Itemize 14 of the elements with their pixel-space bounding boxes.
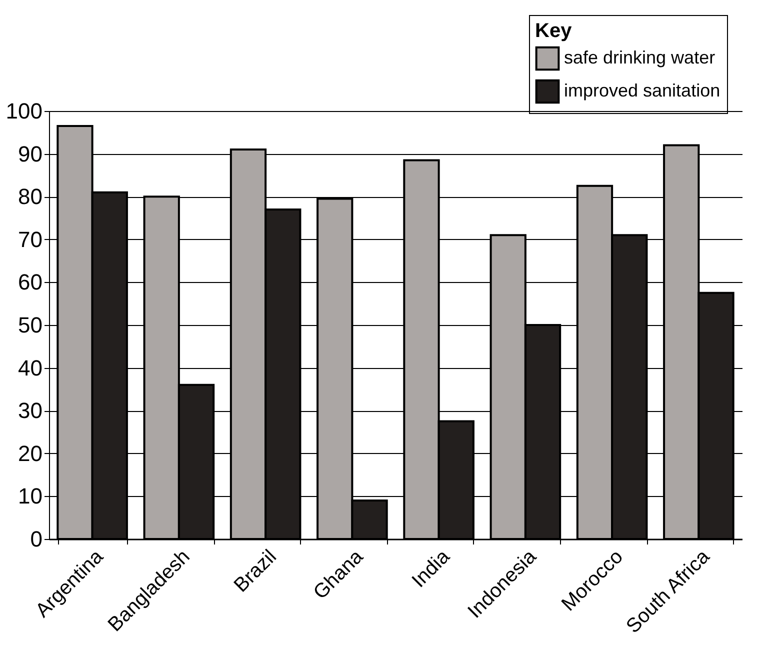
y-tick-label: 10 [18,484,42,509]
y-tick-label: 0 [30,526,42,552]
y-tick-label: 30 [18,398,42,424]
y-tick-label: 60 [18,270,42,295]
y-tick-label: 90 [18,141,42,166]
y-tick-label: 40 [18,355,42,380]
legend-label: improved sanitation [564,80,720,100]
y-tick-label: 20 [18,440,42,466]
y-tick-label: 50 [18,312,42,338]
y-tick-label: 100 [6,98,42,124]
y-tick-label: 80 [18,184,42,210]
y-tick-label: 70 [18,226,42,252]
legend-title: Key [535,20,573,42]
legend-label: safe drinking water [564,48,716,68]
